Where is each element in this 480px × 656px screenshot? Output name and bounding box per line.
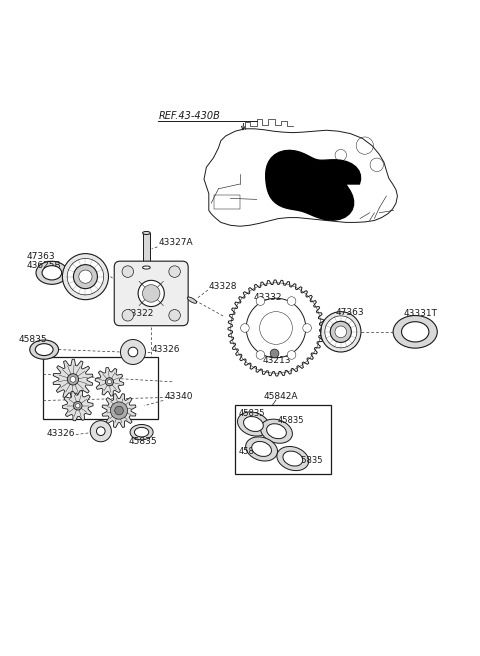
Ellipse shape <box>187 297 197 303</box>
Ellipse shape <box>246 437 277 461</box>
Ellipse shape <box>30 340 59 359</box>
Text: 45835: 45835 <box>239 447 265 456</box>
Ellipse shape <box>42 266 61 280</box>
Circle shape <box>287 350 296 359</box>
Circle shape <box>90 420 111 441</box>
Ellipse shape <box>252 441 272 457</box>
Circle shape <box>106 378 113 386</box>
Circle shape <box>325 316 357 348</box>
Circle shape <box>73 401 82 410</box>
Ellipse shape <box>35 344 53 356</box>
Circle shape <box>287 297 296 306</box>
Bar <box>235 405 331 474</box>
FancyBboxPatch shape <box>114 261 188 326</box>
Text: REF.43-430B: REF.43-430B <box>158 112 220 121</box>
Bar <box>214 195 240 209</box>
Polygon shape <box>204 129 397 226</box>
Polygon shape <box>228 280 324 376</box>
Ellipse shape <box>238 412 269 436</box>
Circle shape <box>335 326 347 338</box>
Circle shape <box>303 323 312 333</box>
Circle shape <box>128 347 138 357</box>
Text: 43326: 43326 <box>151 345 180 354</box>
Ellipse shape <box>134 428 149 437</box>
Bar <box>43 357 158 419</box>
Polygon shape <box>266 150 360 220</box>
Ellipse shape <box>393 316 437 348</box>
Polygon shape <box>95 367 124 396</box>
Text: 43340: 43340 <box>164 392 192 401</box>
Text: 43625B: 43625B <box>26 260 61 270</box>
Circle shape <box>240 323 249 333</box>
Circle shape <box>321 312 361 352</box>
Text: 43213: 43213 <box>263 356 291 365</box>
Text: 47363: 47363 <box>336 308 365 317</box>
Circle shape <box>143 285 160 302</box>
Circle shape <box>270 349 279 358</box>
Text: 45835: 45835 <box>129 437 157 445</box>
Circle shape <box>70 377 76 382</box>
Circle shape <box>122 266 133 277</box>
Polygon shape <box>53 359 93 400</box>
Circle shape <box>122 310 133 321</box>
Text: 43322: 43322 <box>126 309 154 318</box>
Text: 45842A: 45842A <box>264 392 299 401</box>
Circle shape <box>256 297 265 306</box>
Circle shape <box>62 254 108 300</box>
Circle shape <box>138 280 164 306</box>
Ellipse shape <box>266 424 287 439</box>
Text: 45835: 45835 <box>277 416 304 425</box>
Text: 43332: 43332 <box>253 293 282 302</box>
Ellipse shape <box>143 232 150 234</box>
Text: 45835: 45835 <box>18 335 47 344</box>
Circle shape <box>108 380 111 384</box>
Polygon shape <box>62 390 93 421</box>
Circle shape <box>79 270 92 283</box>
Circle shape <box>110 402 128 419</box>
Ellipse shape <box>243 417 264 432</box>
Text: 45835: 45835 <box>239 409 265 419</box>
Ellipse shape <box>130 424 153 440</box>
Ellipse shape <box>283 451 303 466</box>
Ellipse shape <box>261 419 292 443</box>
Circle shape <box>67 374 79 385</box>
Circle shape <box>169 310 180 321</box>
Ellipse shape <box>401 321 429 342</box>
Circle shape <box>114 405 124 415</box>
Circle shape <box>256 350 265 359</box>
Circle shape <box>115 406 123 415</box>
Text: 43331T: 43331T <box>403 310 437 318</box>
Circle shape <box>67 258 104 295</box>
Circle shape <box>260 312 292 344</box>
Text: 43327A: 43327A <box>158 238 193 247</box>
Text: 47363: 47363 <box>26 253 55 261</box>
Polygon shape <box>102 394 136 428</box>
Circle shape <box>73 264 97 289</box>
Text: 43326: 43326 <box>47 428 75 438</box>
Circle shape <box>120 340 145 365</box>
Circle shape <box>117 408 121 413</box>
Text: 43328: 43328 <box>209 281 237 291</box>
Circle shape <box>169 266 180 277</box>
Bar <box>143 233 150 268</box>
Ellipse shape <box>36 261 68 284</box>
Ellipse shape <box>277 447 309 470</box>
Circle shape <box>330 321 351 342</box>
Text: 45835: 45835 <box>297 457 323 465</box>
Circle shape <box>76 403 80 408</box>
Circle shape <box>96 427 105 436</box>
Ellipse shape <box>143 266 150 269</box>
